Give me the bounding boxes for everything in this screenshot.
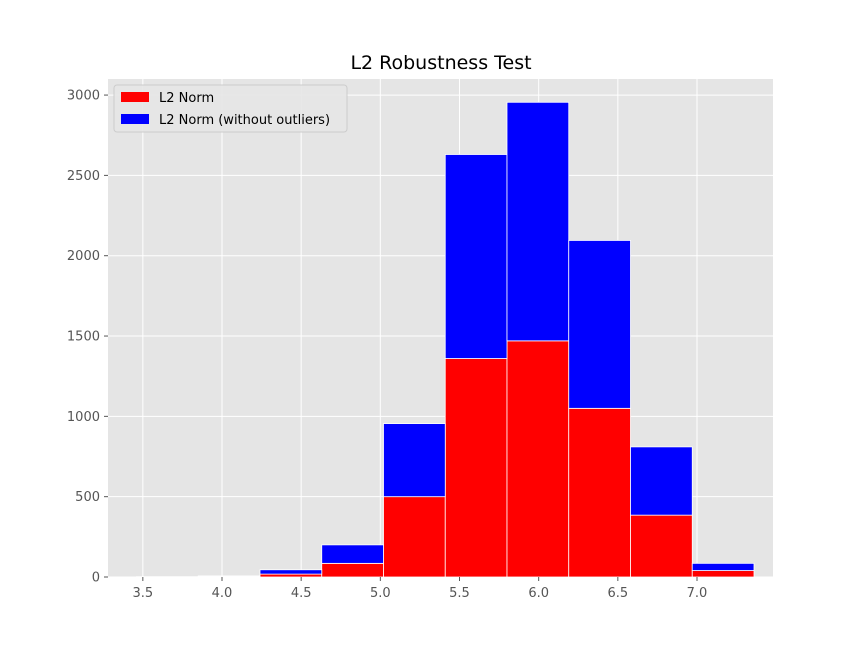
legend-box [113,84,348,133]
bar-series-0-bin-3 [321,562,384,578]
bar-series-1-bin-9 [691,562,755,571]
y-tick-label: 1000 [67,410,100,425]
x-tick-label: 6.0 [528,586,549,601]
x-tick-label: 5.5 [449,586,470,601]
bar-series-0-bin-5 [444,358,508,578]
x-tick-label: 5.0 [370,586,391,601]
y-tick-label: 3000 [67,89,100,104]
y-tick-label: 2500 [67,169,100,184]
bar-series-1-bin-6 [506,101,570,342]
bar-series-0-bin-8 [630,514,693,578]
y-tick-label: 0 [92,571,100,586]
x-axis: 3.5 4.0 4.5 5.0 5.5 6.0 6.5 7.0 [132,577,707,601]
y-tick-label: 500 [75,490,100,505]
legend-swatch [121,114,149,124]
bar-series-1-bin-5 [444,154,508,359]
y-tick-label: 2000 [67,249,100,264]
chart-title: L2 Robustness Test [350,52,531,74]
bar-series-1-bin-4 [383,423,446,498]
bar-series-1-bin-2 [259,569,323,575]
x-tick-label: 4.0 [212,586,233,601]
bar-series-0-bin-9 [691,570,755,578]
bar-series-1-bin-7 [568,240,631,409]
legend: L2 Norm L2 Norm (without outliers) [113,84,348,133]
bar-series-1-bin-1 [197,575,261,577]
y-axis: 0 500 1000 1500 2000 2500 3000 [67,89,108,586]
bar-series-0-bin-6 [506,340,570,578]
x-tick-label: 3.5 [132,586,153,601]
legend-swatch [121,92,149,102]
legend-label: L2 Norm [159,91,214,106]
x-tick-label: 7.0 [687,586,708,601]
bar-series-0-bin-4 [383,496,446,578]
y-tick-label: 1500 [67,330,100,345]
bar-series-1-bin-8 [630,446,693,516]
bar-series-0-bin-7 [568,407,631,578]
bar-series-0-bin-2 [259,573,323,578]
x-tick-label: 4.5 [291,586,312,601]
bar-series-1-bin-3 [321,544,384,564]
bars [136,101,755,578]
legend-label: L2 Norm (without outliers) [159,113,330,128]
x-tick-label: 6.5 [607,586,628,601]
